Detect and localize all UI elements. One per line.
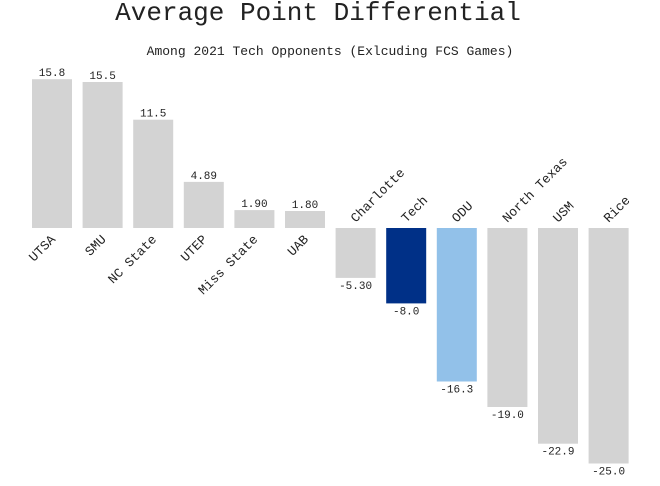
- bar-miss-state: [234, 210, 275, 228]
- value-label-nc-state: 11.5: [140, 109, 166, 121]
- bar-north-texas: [487, 228, 528, 407]
- value-label-rice: -25.0: [592, 467, 625, 479]
- value-label-odu: -16.3: [440, 385, 473, 397]
- category-label-rice: Rice: [601, 193, 634, 226]
- value-label-tech: -8.0: [393, 306, 419, 318]
- value-label-smu: 15.5: [89, 71, 115, 83]
- category-label-nc-state: NC State: [105, 232, 160, 287]
- value-labels-group: 15.8 15.5 11.5 4.89 1.90 1.80 -5.30 -8.0 -16.3 -1…: [39, 68, 625, 478]
- bar-uab: [285, 211, 325, 228]
- chart-title: Average Point Differential: [115, 0, 521, 28]
- category-label-smu: SMU: [82, 232, 109, 259]
- bar-smu: [82, 82, 123, 228]
- value-label-miss-state: 1.90: [241, 199, 267, 211]
- bar-utep: [183, 181, 224, 228]
- category-label-tech: Tech: [398, 193, 431, 226]
- value-label-usm: -22.9: [541, 447, 574, 459]
- bar-rice: [588, 228, 629, 464]
- bar-usm: [538, 228, 578, 444]
- value-label-utsa: 15.8: [39, 68, 65, 80]
- bars-group: [32, 79, 629, 464]
- value-label-charlotte: -5.30: [339, 281, 372, 293]
- value-label-uab: 1.80: [292, 200, 318, 212]
- category-label-utsa: UTSA: [26, 232, 59, 265]
- bar-tech: [386, 228, 427, 304]
- bar-charlotte: [335, 228, 376, 278]
- bar-odu: [436, 228, 477, 382]
- category-label-utep: UTEP: [178, 232, 211, 265]
- category-label-odu: ODU: [449, 199, 476, 226]
- value-label-north-texas: -19.0: [491, 410, 524, 422]
- bar-nc-state: [133, 119, 174, 228]
- category-label-usm: USM: [550, 199, 577, 226]
- bar-utsa: [32, 79, 72, 228]
- value-label-utep: 4.89: [191, 171, 217, 183]
- category-label-uab: UAB: [285, 232, 312, 259]
- chart-subtitle: Among 2021 Tech Opponents (Exlcuding FCS…: [147, 44, 514, 59]
